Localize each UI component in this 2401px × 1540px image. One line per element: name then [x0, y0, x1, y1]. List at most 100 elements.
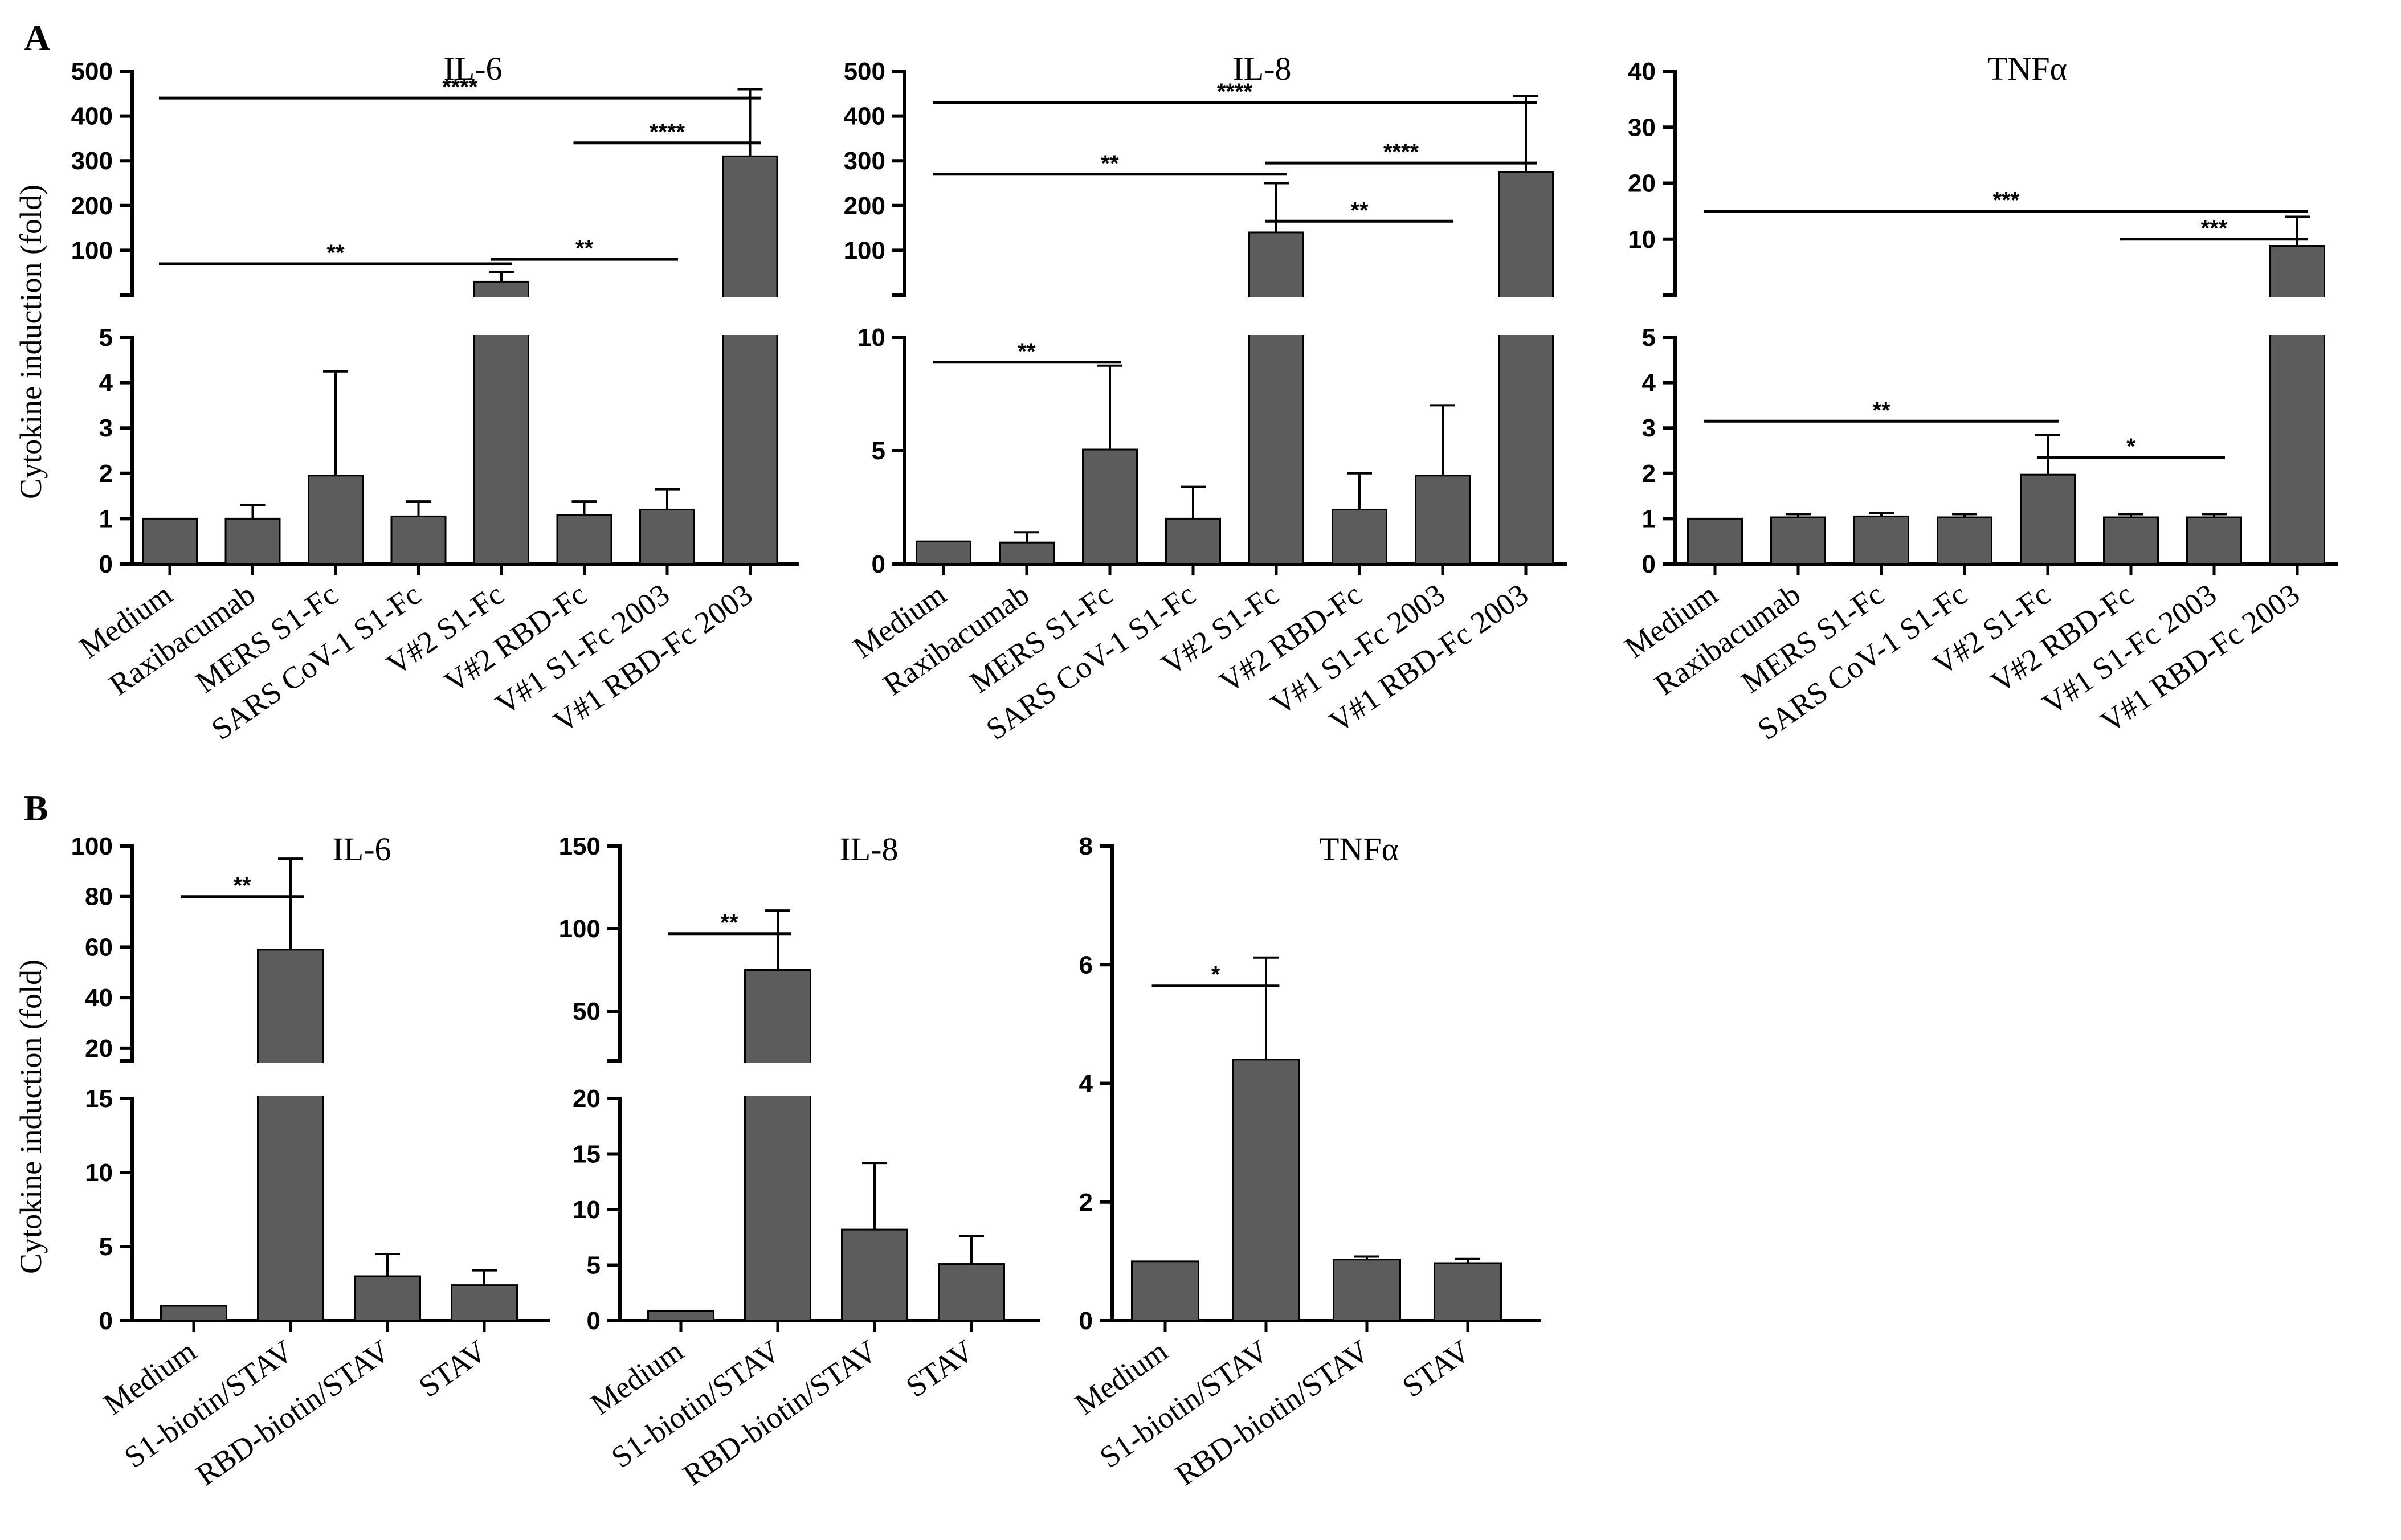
bar	[451, 1284, 518, 1322]
bar-break-gap	[2268, 297, 2327, 335]
y-tick-label: 100	[71, 832, 113, 860]
bar	[1434, 1262, 1502, 1322]
chart-b1: IL-605101520406080100MediumS1-biotin/STA…	[71, 831, 550, 1492]
significance-label: **	[575, 236, 594, 261]
bar	[2269, 245, 2325, 565]
y-tick-label: 200	[71, 192, 113, 220]
y-tick-label: 150	[559, 832, 601, 860]
chart-title: IL-8	[839, 831, 898, 868]
significance-label: **	[720, 910, 738, 936]
chart-title: TNFα	[1319, 831, 1399, 868]
bar	[2186, 516, 2242, 565]
y-tick-label: 30	[1628, 113, 1656, 141]
y-tick-label: 300	[71, 147, 113, 175]
charts-layer: IL-6012345100200300400500MediumRaxibacum…	[71, 50, 2338, 1492]
bar	[1232, 1059, 1300, 1322]
y-tick-label: 5	[1642, 324, 1656, 352]
y-tick-label: 4	[1642, 369, 1656, 397]
significance-label: ****	[650, 120, 685, 145]
significance-label: *	[2126, 434, 2135, 459]
y-tick-label: 0	[99, 550, 113, 578]
significance-label: **	[1872, 398, 1890, 423]
y-tick-label: 2	[1079, 1188, 1093, 1216]
significance-label: **	[1350, 198, 1369, 223]
bar-break-gap	[721, 297, 779, 335]
bar	[938, 1263, 1005, 1322]
y-tick-label: 500	[844, 58, 885, 85]
chart-title: IL-6	[443, 50, 502, 87]
y-tick-label: 8	[1079, 832, 1093, 860]
y-tick-label: 10	[573, 1196, 601, 1224]
y-tick-label: 10	[85, 1159, 113, 1187]
y-tick-label: 15	[85, 1085, 113, 1113]
y-tick-label: 200	[844, 192, 885, 220]
bar	[999, 541, 1055, 565]
significance-label: ****	[1217, 79, 1253, 104]
y-tick-label: 40	[85, 984, 113, 1012]
y-tick-label: 40	[1628, 58, 1656, 85]
y-tick-label: 100	[844, 236, 885, 264]
bar	[1333, 1259, 1401, 1322]
bar	[1853, 515, 1909, 565]
chart-title: IL-6	[332, 831, 391, 868]
bar-break-gap	[1247, 297, 1306, 335]
bar	[1415, 475, 1471, 565]
y-tick-label: 500	[71, 58, 113, 85]
bar	[647, 1309, 714, 1322]
bar	[1937, 516, 1992, 565]
bar	[916, 540, 971, 565]
bar-break-gap	[472, 297, 531, 335]
bar	[1332, 508, 1387, 565]
chart-title: IL-8	[1232, 50, 1291, 87]
bar	[2020, 473, 2076, 565]
y-tick-label: 0	[1642, 550, 1656, 578]
bar	[744, 969, 811, 1322]
panel-label-a: A	[24, 18, 50, 58]
y-tick-label: 2	[99, 460, 113, 488]
bar	[639, 508, 695, 565]
y-tick-label: 3	[99, 414, 113, 442]
significance-label: ****	[1383, 140, 1419, 165]
bar	[1165, 517, 1221, 565]
bar	[841, 1228, 908, 1322]
y-axis-title-a: Cytokine induction (fold)	[14, 185, 48, 499]
bar	[224, 517, 281, 565]
bar	[1131, 1260, 1199, 1322]
chart-b2: IL-80510152050100150MediumS1-biotin/STAV…	[559, 831, 1040, 1492]
y-tick-label: 0	[587, 1307, 601, 1335]
bar	[1770, 516, 1826, 565]
significance-label: **	[1018, 339, 1036, 364]
y-tick-label: 1	[1642, 505, 1656, 533]
y-tick-label: 15	[573, 1141, 601, 1169]
bar	[354, 1275, 421, 1322]
y-tick-label: 300	[844, 147, 885, 175]
y-tick-label: 10	[1628, 226, 1656, 254]
x-tick-label: STAV	[413, 1334, 493, 1404]
bar	[160, 1305, 227, 1322]
bar	[2103, 516, 2159, 565]
bar-break-gap	[255, 1063, 326, 1096]
y-tick-label: 5	[587, 1252, 601, 1280]
significance-label: **	[1101, 151, 1119, 176]
bar	[1248, 231, 1304, 565]
x-tick-label: STAV	[900, 1334, 980, 1404]
bar	[1687, 517, 1743, 565]
y-tick-label: 1	[99, 505, 113, 533]
bar	[1498, 171, 1554, 565]
y-tick-label: 100	[71, 236, 113, 264]
y-tick-label: 2	[1642, 460, 1656, 488]
y-tick-label: 100	[559, 915, 601, 943]
y-tick-label: 400	[844, 103, 885, 130]
bar	[390, 515, 447, 565]
bar	[556, 514, 612, 565]
y-tick-label: 5	[872, 437, 885, 465]
y-tick-label: 50	[573, 998, 601, 1026]
y-tick-label: 20	[1628, 170, 1656, 198]
bar	[142, 517, 198, 565]
y-tick-label: 5	[99, 324, 113, 352]
chart-b3: TNFα02468MediumS1-biotin/STAVRBD-biotin/…	[1069, 831, 1541, 1492]
bar	[308, 475, 364, 565]
chart-a2: IL-80510100200300400500MediumRaxibacumab…	[844, 50, 1567, 746]
panel-label-b: B	[24, 788, 48, 828]
y-tick-label: 10	[858, 324, 885, 352]
